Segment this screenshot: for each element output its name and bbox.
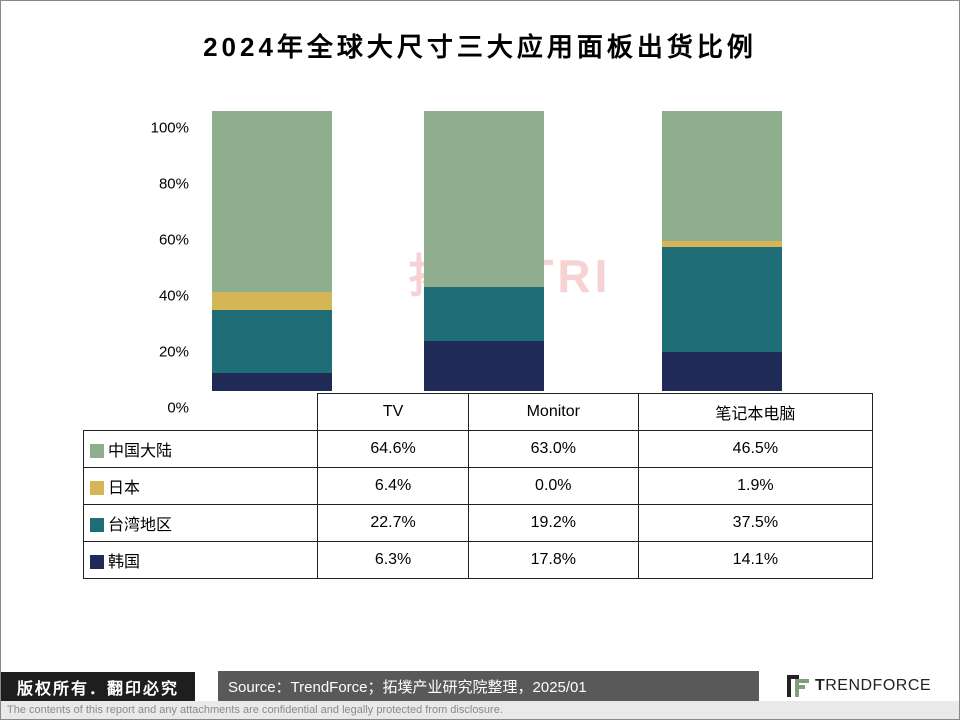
- page-title: 2024年全球大尺寸三大应用面板出货比例: [1, 1, 959, 64]
- legend-swatch-icon: [90, 518, 104, 532]
- table-cell: 1.9%: [638, 468, 872, 505]
- stacked-bar-chart: 拓墣 TRI 0%20%40%60%80%100%: [111, 101, 851, 401]
- bar-segment: [662, 247, 782, 352]
- bar-segment: [424, 341, 544, 391]
- y-tick-label: 40%: [159, 288, 189, 305]
- bar-column: [662, 111, 782, 391]
- table-header-row: TVMonitor笔记本电脑: [84, 394, 873, 431]
- source-text: Source：TrendForce；拓墣产业研究院整理，2025/01: [218, 671, 759, 701]
- table-corner: [84, 394, 318, 431]
- bar-column: [212, 111, 332, 391]
- table-cell: 64.6%: [318, 431, 469, 468]
- table-cell: 46.5%: [638, 431, 872, 468]
- bar-segment: [662, 352, 782, 391]
- bar-segment: [662, 111, 782, 241]
- bar-segment: [212, 111, 332, 292]
- y-tick-label: 60%: [159, 232, 189, 249]
- table-row-header: 中国大陆: [84, 431, 318, 468]
- bar-column: [424, 111, 544, 391]
- copyright-badge: 版权所有．翻印必究: [1, 671, 196, 701]
- table-cell: 19.2%: [468, 505, 638, 542]
- table-row-header: 台湾地区: [84, 505, 318, 542]
- table-cell: 0.0%: [468, 468, 638, 505]
- bar-segment: [424, 111, 544, 287]
- table-cell: 6.3%: [318, 542, 469, 579]
- table-row: 日本6.4%0.0%1.9%: [84, 468, 873, 505]
- table-cell: 63.0%: [468, 431, 638, 468]
- legend-swatch-icon: [90, 444, 104, 458]
- legend-swatch-icon: [90, 481, 104, 495]
- disclaimer-text: The contents of this report and any atta…: [1, 701, 959, 719]
- table-row: 台湾地区22.7%19.2%37.5%: [84, 505, 873, 542]
- bar-segment: [212, 373, 332, 391]
- table-row: 韩国6.3%17.8%14.1%: [84, 542, 873, 579]
- y-tick-label: 20%: [159, 344, 189, 361]
- table-cell: 37.5%: [638, 505, 872, 542]
- table-col-header: TV: [318, 394, 469, 431]
- y-tick-label: 100%: [151, 120, 189, 137]
- trendforce-logo-icon: [787, 675, 809, 697]
- footer: 版权所有．翻印必究 Source：TrendForce；拓墣产业研究院整理，20…: [1, 671, 959, 719]
- bar-segment: [424, 287, 544, 341]
- table-cell: 17.8%: [468, 542, 638, 579]
- brand-text: TRENDFORCE: [815, 677, 931, 695]
- bar-segment: [212, 292, 332, 310]
- table-row-header: 韩国: [84, 542, 318, 579]
- bar-segment: [212, 310, 332, 374]
- table-cell: 6.4%: [318, 468, 469, 505]
- slide: 2024年全球大尺寸三大应用面板出货比例 拓墣 TRI 0%20%40%60%8…: [0, 0, 960, 720]
- table-cell: 14.1%: [638, 542, 872, 579]
- table-row: 中国大陆64.6%63.0%46.5%: [84, 431, 873, 468]
- plot-area: 拓墣 TRI: [189, 111, 831, 391]
- legend-swatch-icon: [90, 555, 104, 569]
- table-col-header: Monitor: [468, 394, 638, 431]
- table-cell: 22.7%: [318, 505, 469, 542]
- footer-spacer: [196, 671, 218, 701]
- table-col-header: 笔记本电脑: [638, 394, 872, 431]
- brand-block: TRENDFORCE: [759, 671, 959, 701]
- table-row-header: 日本: [84, 468, 318, 505]
- y-tick-label: 80%: [159, 176, 189, 193]
- data-table: TVMonitor笔记本电脑 中国大陆64.6%63.0%46.5%日本6.4%…: [83, 393, 873, 579]
